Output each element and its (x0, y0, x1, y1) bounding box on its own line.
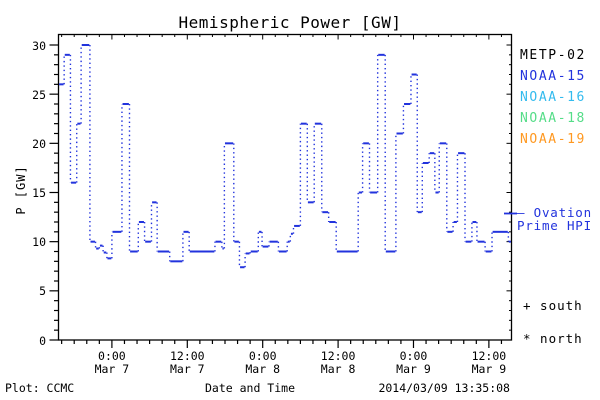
x-tick-time: 0:00 (98, 349, 126, 363)
footer-timestamp: 2014/03/09 13:35:08 (378, 381, 510, 395)
x-tick-label-Mar9-0:00: 0:00 Mar 9 (381, 350, 445, 375)
legend-item-noaa-19: NOAA-19 (520, 132, 586, 147)
x-tick-date: Mar 9 (396, 361, 431, 376)
x-tick-label-Mar9-12:00: 12:00 Mar 9 (457, 350, 521, 375)
footer-plot-source: Plot: CCMC (5, 381, 75, 395)
y-tick-label-10: 10 (32, 235, 46, 250)
x-tick-date: Mar 8 (245, 361, 280, 376)
x-tick-date: Mar 9 (471, 361, 507, 376)
north-marker-key: * north (523, 331, 583, 346)
ovation-prime-legend: — Ovation Prime HPI (517, 206, 592, 232)
y-tick-label-15: 15 (32, 186, 46, 200)
chart-title: Hemispheric Power [GW] (178, 13, 402, 32)
x-tick-label-Mar8-0:00: 0:00 Mar 8 (231, 350, 295, 375)
x-tick-label-Mar8-12:00: 12:00 Mar 8 (306, 350, 370, 375)
x-tick-time: 0:00 (399, 349, 428, 363)
ovation-legend-line2: Prime HPI (517, 218, 592, 233)
x-tick-time: 12:00 (320, 349, 356, 363)
ovation-legend-line1: — Ovation (517, 205, 592, 220)
x-axis-title: Date and Time (204, 381, 295, 395)
x-tick-time: 12:00 (169, 349, 205, 363)
x-tick-date: Mar 8 (320, 361, 356, 376)
south-marker-key: + south (523, 298, 583, 313)
x-tick-date: Mar 7 (169, 361, 205, 376)
plot-frame (57, 33, 513, 341)
y-tick-label-25: 25 (32, 87, 46, 102)
legend-item-noaa-15: NOAA-15 (520, 69, 586, 84)
x-tick-label-Mar7-12:00: 12:00 Mar 7 (155, 350, 219, 375)
y-tick-label-0: 0 (39, 333, 46, 348)
y-tick-label-30: 30 (32, 38, 46, 53)
x-tick-time: 0:00 (248, 349, 277, 363)
legend-item-noaa-16: NOAA-16 (520, 90, 586, 105)
y-tick-label-20: 20 (32, 136, 46, 151)
x-tick-label-Mar7-0:00: 0:00 Mar 7 (80, 350, 144, 375)
y-tick-label-5: 5 (39, 284, 46, 299)
legend-item-metp-02: METP-02 (520, 48, 586, 63)
legend-item-noaa-18: NOAA-18 (520, 111, 586, 126)
x-tick-time: 12:00 (471, 349, 507, 363)
x-tick-date: Mar 7 (94, 361, 130, 376)
